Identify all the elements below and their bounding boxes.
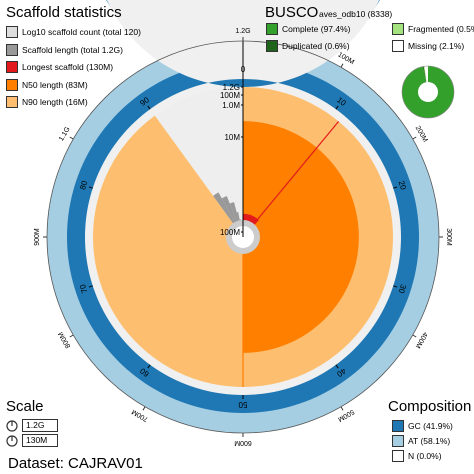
outer-tick <box>69 136 74 140</box>
percent-tick <box>147 364 151 369</box>
scaffold-legend-item: N50 length (83M) <box>6 78 88 91</box>
outer-tick-label: 800M <box>57 330 72 349</box>
circle-scale-icon <box>6 419 18 432</box>
outer-tick-label: 700M <box>131 408 150 423</box>
percent-tick <box>147 105 151 110</box>
scale-item: 1.2G <box>6 419 58 432</box>
outer-tick-label: 100M <box>336 51 355 66</box>
outer-tick-label: 600M <box>234 439 252 446</box>
radial-scale-label: 100M <box>220 91 240 100</box>
busco-legend-item: Fragmented (0.5%) <box>392 23 474 35</box>
composition-legend-label: N (0.0%) <box>408 451 442 461</box>
busco-fragmented-slice <box>423 66 427 83</box>
scaffold-legend-swatch <box>6 78 18 91</box>
busco-legend-label: Duplicated (0.6%) <box>282 41 350 51</box>
percent-tick <box>88 285 93 288</box>
scaffold-legend-label: Log10 scaffold count (total 120) <box>22 27 141 37</box>
busco-legend-item: Duplicated (0.6%) <box>266 40 350 52</box>
busco-outline <box>401 65 455 119</box>
radial-scale-label: 10M <box>224 133 240 142</box>
busco-single-slice <box>401 66 454 118</box>
scale-title: Scale <box>6 398 44 415</box>
busco-duplicated-slice <box>422 66 427 83</box>
scaffold-legend-swatch <box>6 96 18 108</box>
percent-tick <box>393 285 398 288</box>
outer-tick <box>69 334 74 338</box>
outer-tick <box>340 406 344 411</box>
percent-tick <box>88 186 93 189</box>
percent-tick <box>393 186 398 189</box>
percent-tick-label: 70 <box>78 283 89 295</box>
busco-legend-swatch <box>266 23 278 35</box>
outer-tick-label: 500M <box>336 408 355 423</box>
busco-legend-label: Missing (2.1%) <box>408 41 465 51</box>
outer-tick <box>340 63 344 68</box>
composition-legend-label: AT (58.1%) <box>408 436 451 446</box>
scale-item: 130M <box>6 434 58 447</box>
busco-legend-item: Missing (2.1%) <box>392 40 464 52</box>
scaffold-legend-swatch <box>6 26 18 38</box>
scaffold-legend-label: Longest scaffold (130M) <box>22 62 114 72</box>
dataset-label: Dataset: CAJRAV01 <box>8 455 143 472</box>
composition-legend-swatch <box>392 450 404 462</box>
outer-outline <box>46 40 440 434</box>
composition-legend-item: GC (41.9%) <box>392 420 453 432</box>
busco-legend-swatch <box>392 40 404 52</box>
radial-scale-label: 100M <box>220 228 240 237</box>
outer-tick <box>412 136 417 140</box>
scale-label: 1.2G <box>22 419 58 432</box>
scaffold-legend-label: Scaffold length (total 1.2G) <box>22 44 123 55</box>
scaffold-legend-item: Longest scaffold (130M) <box>6 61 113 73</box>
scale-label: 130M <box>22 434 58 447</box>
outer-tick-label: 300M <box>445 228 452 246</box>
composition-legend-item: AT (58.1%) <box>392 435 450 447</box>
scaffold-legend-item: Scaffold length (total 1.2G) <box>6 43 123 56</box>
busco-legend-swatch <box>266 40 278 52</box>
composition-legend-swatch <box>392 420 404 432</box>
scaffold-legend-swatch <box>6 61 18 73</box>
percent-tick-label: 30 <box>396 283 407 295</box>
busco-legend-item: Complete (97.4%) <box>266 23 351 35</box>
percent-tick-label: 0 <box>241 65 246 74</box>
outer-tick-label: 1.1G <box>58 126 72 143</box>
scaffold-legend-item: N90 length (16M) <box>6 96 88 108</box>
longest-scaffold-line <box>242 121 340 238</box>
percent-tick-label: 50 <box>238 400 247 409</box>
outer-tick <box>142 406 146 411</box>
busco-legend-label: Complete (97.4%) <box>282 24 351 34</box>
percent-tick <box>335 364 339 369</box>
busco-title: BUSCO <box>265 4 319 21</box>
composition-legend-swatch <box>392 435 404 447</box>
radial-scale-label: 1.0M <box>222 101 240 110</box>
scaffold-legend-swatch <box>6 43 18 56</box>
busco-legend-swatch <box>392 23 404 35</box>
outer-tick-label: 200M <box>414 125 429 144</box>
scaffold-stats-title: Scaffold statistics <box>6 4 122 21</box>
n50-region <box>243 121 359 353</box>
outer-tick <box>412 334 417 338</box>
outer-tick-label: 400M <box>414 330 429 349</box>
scaffold-legend-label: N90 length (16M) <box>22 97 88 107</box>
scaffold-legend-label: N50 length (83M) <box>22 79 88 90</box>
busco-missing-slice <box>424 66 428 83</box>
percent-tick <box>335 105 339 110</box>
outer-tick-label: 900M <box>34 228 41 246</box>
composition-title: Composition <box>388 398 472 415</box>
percent-tick-label: 20 <box>397 180 408 192</box>
composition-legend-item: N (0.0%) <box>392 450 442 462</box>
busco-legend-label: Fragmented (0.5%) <box>408 24 474 34</box>
circle-scale-icon <box>6 434 18 447</box>
percent-tick-label: 80 <box>78 179 89 191</box>
radial-scale-label: 1.2G <box>223 83 240 92</box>
scaffold-legend-item: Log10 scaffold count (total 120) <box>6 26 141 38</box>
busco-lineage: aves_odb10 (8338) <box>319 9 393 19</box>
outer-tick-label: 1.2G <box>235 28 250 35</box>
composition-legend-label: GC (41.9%) <box>408 421 453 431</box>
